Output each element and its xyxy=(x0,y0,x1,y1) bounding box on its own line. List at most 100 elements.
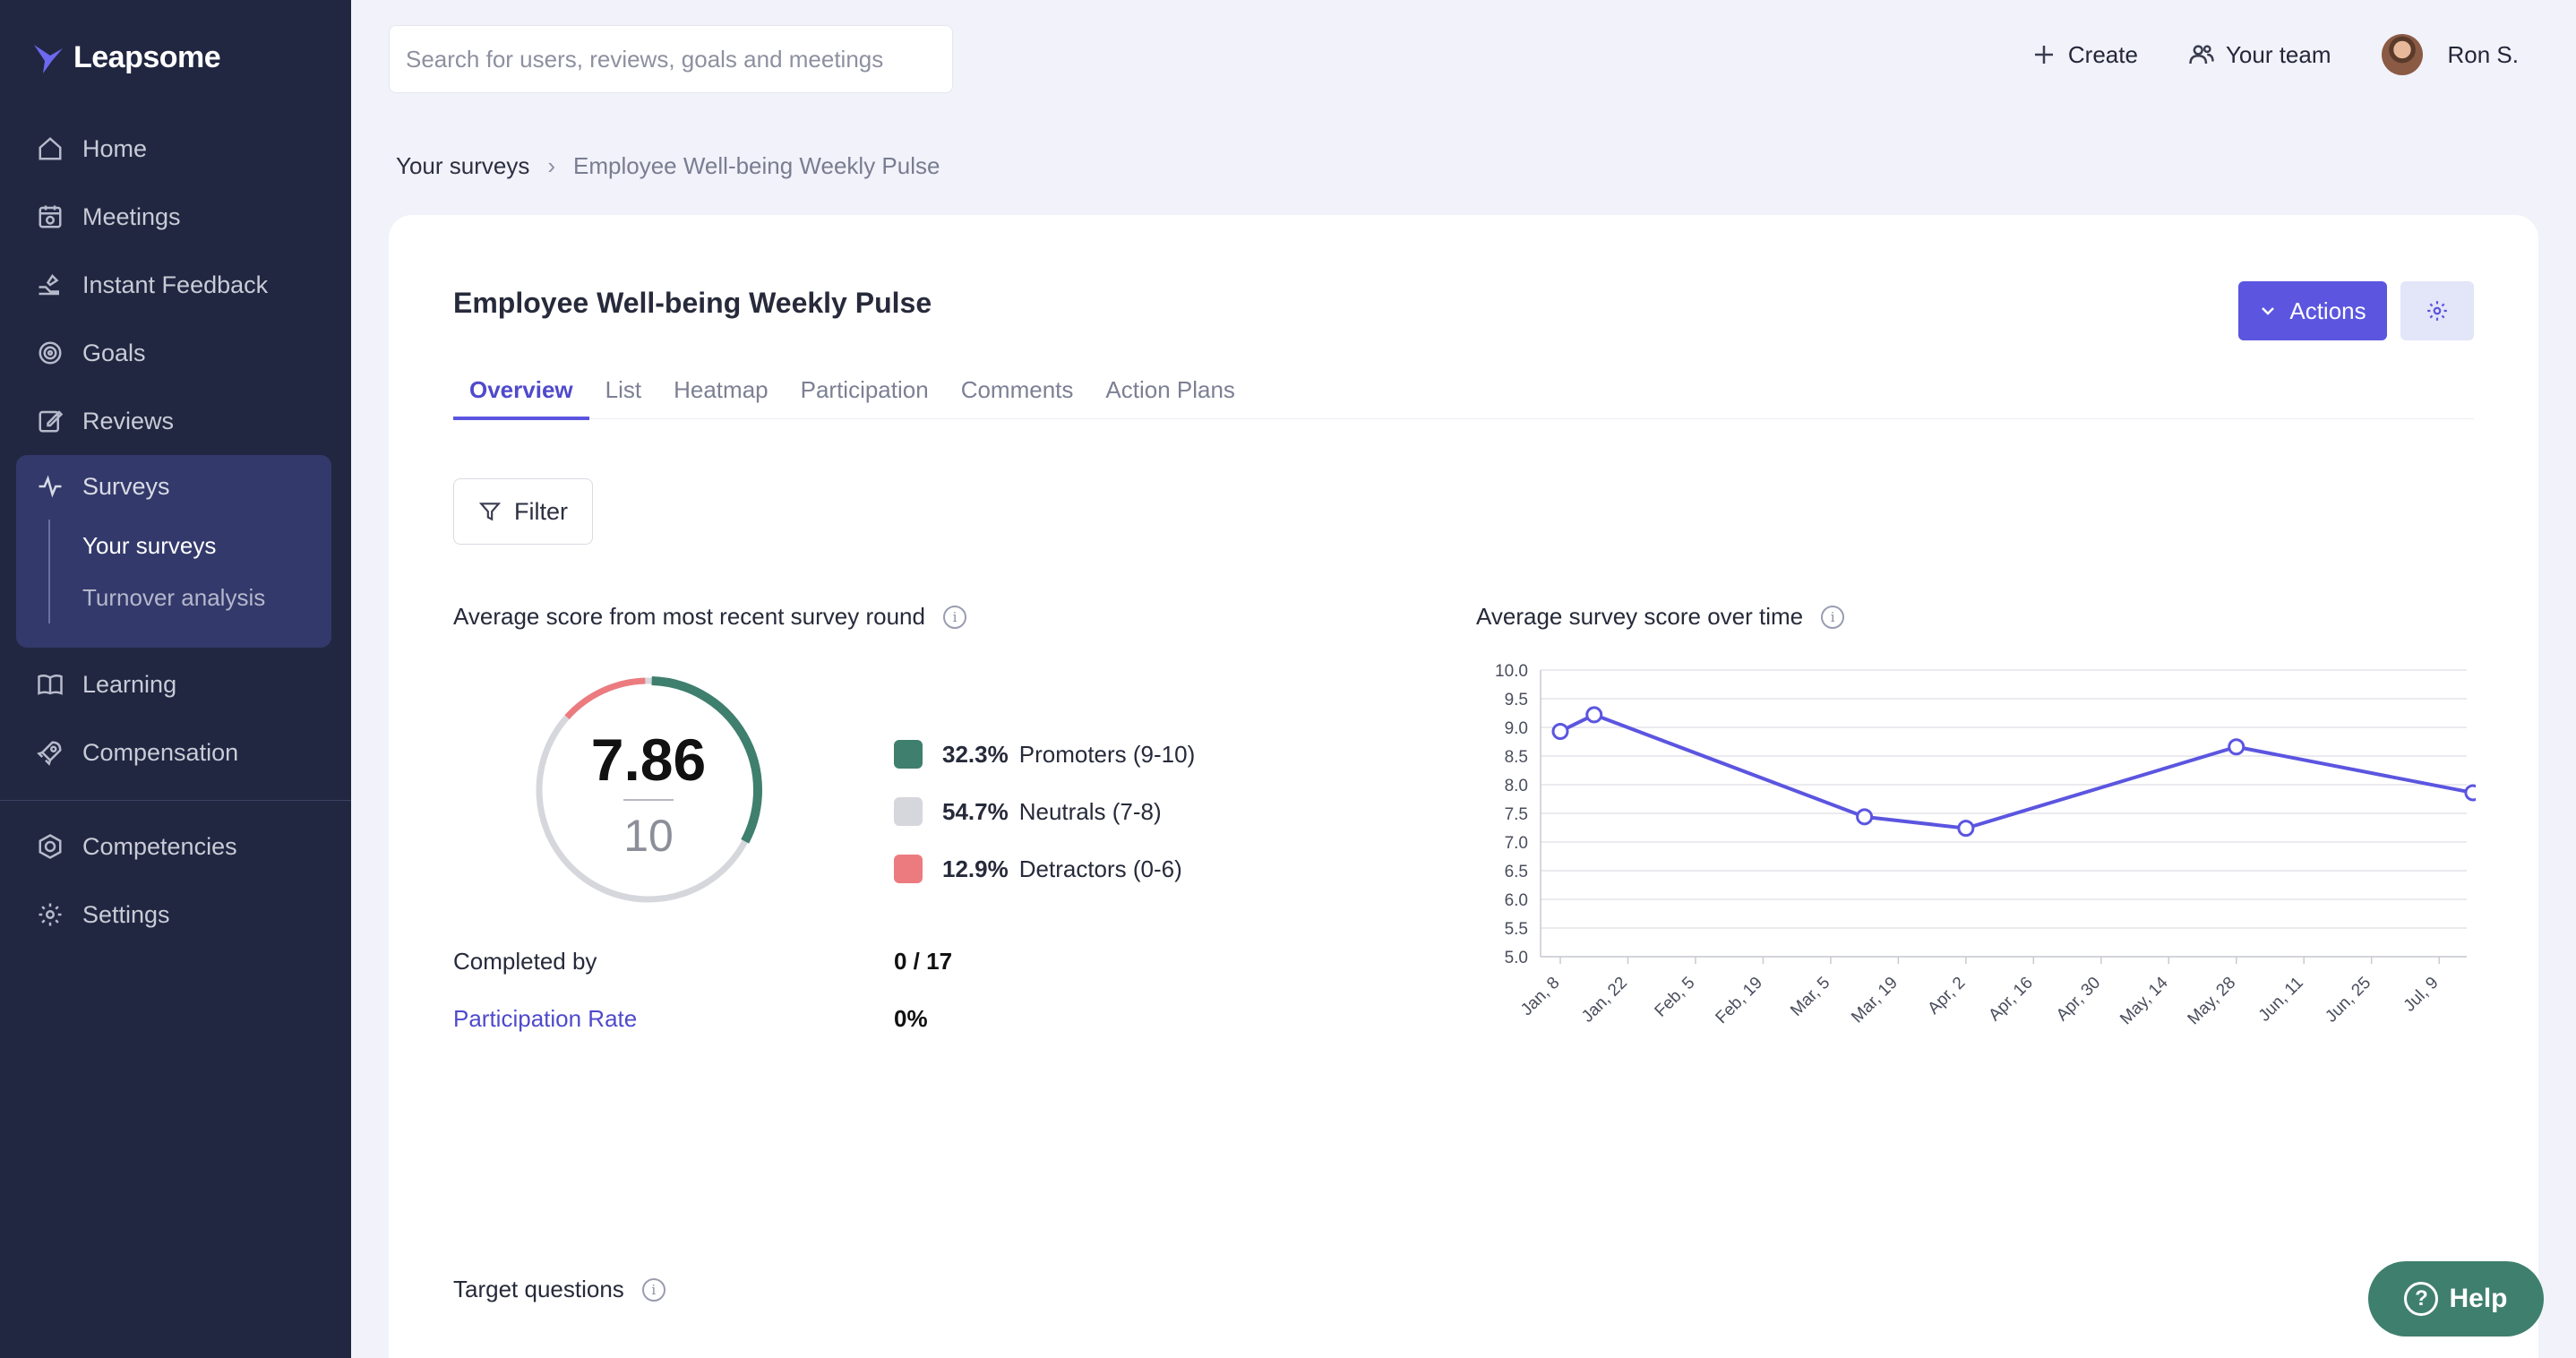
filter-icon xyxy=(478,503,502,521)
actions-button[interactable]: Actions xyxy=(2238,281,2387,340)
sidebar-item-settings[interactable]: Settings xyxy=(0,881,351,949)
plus-icon xyxy=(2034,46,2053,64)
pulse-icon xyxy=(36,472,64,501)
y-tick-label: 8.5 xyxy=(1505,748,1528,767)
neutrals-label: Neutrals (7-8) xyxy=(1018,797,1162,825)
actions-label: Actions xyxy=(2289,297,2366,324)
legend-detractors: 12.9% Detractors (0-6) xyxy=(894,840,1195,898)
sidebar-item-competencies[interactable]: Competencies xyxy=(0,812,351,881)
sidebar-item-label: Instant Feedback xyxy=(82,271,269,298)
page-title: Employee Well-being Weekly Pulse xyxy=(453,287,932,319)
book-icon xyxy=(36,670,64,699)
sidebar-item-label: Meetings xyxy=(82,202,181,230)
breadcrumb-current: Employee Well-being Weekly Pulse xyxy=(573,152,940,179)
completed-by-label: Completed by xyxy=(453,948,597,975)
tab-list[interactable]: List xyxy=(605,375,642,403)
sidebar-subitem-turnover-analysis[interactable]: Turnover analysis xyxy=(82,583,266,611)
breadcrumb-your-surveys[interactable]: Your surveys xyxy=(396,152,530,179)
y-tick-label: 7.0 xyxy=(1505,834,1528,853)
detractors-label: Detractors (0-6) xyxy=(1018,855,1182,882)
search-input[interactable] xyxy=(406,45,952,73)
tab-heatmap[interactable]: Heatmap xyxy=(674,375,769,403)
data-point xyxy=(1585,706,1603,724)
sidebar-item-label: Surveys xyxy=(82,472,170,500)
leapsome-logo[interactable]: Leapsome xyxy=(32,39,221,75)
promoters-label: Promoters (9-10) xyxy=(1018,740,1196,768)
info-icon[interactable]: i xyxy=(942,605,966,629)
target-questions-title-text: Target questions xyxy=(453,1276,624,1302)
target-icon xyxy=(36,339,64,367)
score-max: 10 xyxy=(623,811,674,861)
data-point xyxy=(2228,738,2245,756)
logo-text: Leapsome xyxy=(73,39,221,74)
y-tick-label: 7.5 xyxy=(1505,805,1528,824)
sidebar-item-instant-feedback[interactable]: Instant Feedback xyxy=(0,251,351,319)
x-tick-label: Feb, 5 xyxy=(1652,974,1699,1021)
rocket-icon xyxy=(36,738,64,767)
x-tick-label: Jun, 25 xyxy=(2322,974,2374,1027)
user-name: Ron S. xyxy=(2447,40,2520,68)
help-label: Help xyxy=(2449,1284,2508,1313)
sidebar-item-label: Competencies xyxy=(82,832,237,860)
your-team-button[interactable]: Your team xyxy=(2188,41,2331,69)
y-tick-label: 5.0 xyxy=(1505,949,1528,967)
your-team-label: Your team xyxy=(2225,40,2331,68)
sidebar-nav-bottom: Competencies Settings xyxy=(0,812,351,949)
survey-settings-button[interactable] xyxy=(2400,281,2474,340)
feedback-icon xyxy=(36,271,64,299)
sidebar-subitem-your-surveys[interactable]: Your surveys xyxy=(82,531,217,559)
target-questions-title: Target questions i xyxy=(453,1276,665,1303)
survey-tabs: Overview List Heatmap Participation Comm… xyxy=(453,360,2474,420)
x-tick-label: May, 28 xyxy=(2185,974,2240,1029)
sidebar-divider xyxy=(0,800,351,801)
data-point xyxy=(1856,808,1874,826)
sidebar-item-learning[interactable]: Learning xyxy=(0,650,351,718)
chevron-right-icon: › xyxy=(547,152,556,179)
meetings-icon xyxy=(36,202,64,231)
top-actions: Create Your team Ron S. xyxy=(2031,34,2519,75)
gauge-arc-promoters xyxy=(651,676,762,844)
y-tick-label: 8.0 xyxy=(1505,777,1528,795)
average-score: 7.86 xyxy=(590,726,707,793)
promoters-pct: 32.3% xyxy=(942,740,1009,768)
x-tick-label: Jul, 9 xyxy=(2400,974,2443,1016)
team-icon xyxy=(2189,45,2214,64)
sidebar-item-meetings[interactable]: Meetings xyxy=(0,183,351,251)
participation-rate-value: 0% xyxy=(894,1005,928,1032)
filter-button[interactable]: Filter xyxy=(453,478,593,545)
sidebar-item-label: Home xyxy=(82,134,148,162)
tab-comments[interactable]: Comments xyxy=(960,375,1074,403)
data-point xyxy=(2464,784,2476,802)
gauge-arc-detractors xyxy=(564,677,646,719)
x-tick-label: Apr, 2 xyxy=(1924,974,1969,1018)
score-distribution-legend: 32.3% Promoters (9-10) 54.7% Neutrals (7… xyxy=(894,726,1195,898)
create-button[interactable]: Create xyxy=(2031,41,2138,69)
sidebar-item-goals[interactable]: Goals xyxy=(0,319,351,387)
sidebar-item-compensation[interactable]: Compensation xyxy=(0,718,351,786)
legend-neutrals: 54.7% Neutrals (7-8) xyxy=(894,783,1195,840)
tab-overview[interactable]: Overview xyxy=(453,360,589,420)
tab-participation[interactable]: Participation xyxy=(800,375,929,403)
filter-label: Filter xyxy=(514,497,568,525)
y-tick-label: 10.0 xyxy=(1495,662,1528,681)
sidebar-nav: Home Meetings Instant Feedback Goals Rev… xyxy=(0,115,351,455)
info-icon[interactable]: i xyxy=(1821,605,1845,629)
data-point xyxy=(1551,722,1569,740)
x-tick-label: Jun, 11 xyxy=(2255,974,2307,1026)
x-tick-label: Mar, 19 xyxy=(1848,974,1902,1027)
x-tick-label: Jan, 8 xyxy=(1517,974,1563,1019)
sidebar: Leapsome Home Meetings Instant Feedback … xyxy=(0,0,351,1358)
help-button[interactable]: ? Help xyxy=(2368,1261,2544,1337)
info-icon[interactable]: i xyxy=(641,1277,665,1302)
series-line xyxy=(1559,712,2474,830)
sidebar-item-home[interactable]: Home xyxy=(0,115,351,183)
user-menu[interactable]: Ron S. xyxy=(2381,34,2520,75)
x-tick-label: May, 14 xyxy=(2117,973,2172,1028)
sidebar-item-reviews[interactable]: Reviews xyxy=(0,387,351,455)
tab-action-plans[interactable]: Action Plans xyxy=(1105,375,1235,403)
global-search[interactable] xyxy=(389,25,953,93)
sidebar-item-surveys[interactable]: Surveys xyxy=(16,455,331,518)
participation-rate-link[interactable]: Participation Rate xyxy=(453,1005,638,1032)
score-gauge-ring xyxy=(536,676,762,903)
gear-icon xyxy=(36,900,64,929)
